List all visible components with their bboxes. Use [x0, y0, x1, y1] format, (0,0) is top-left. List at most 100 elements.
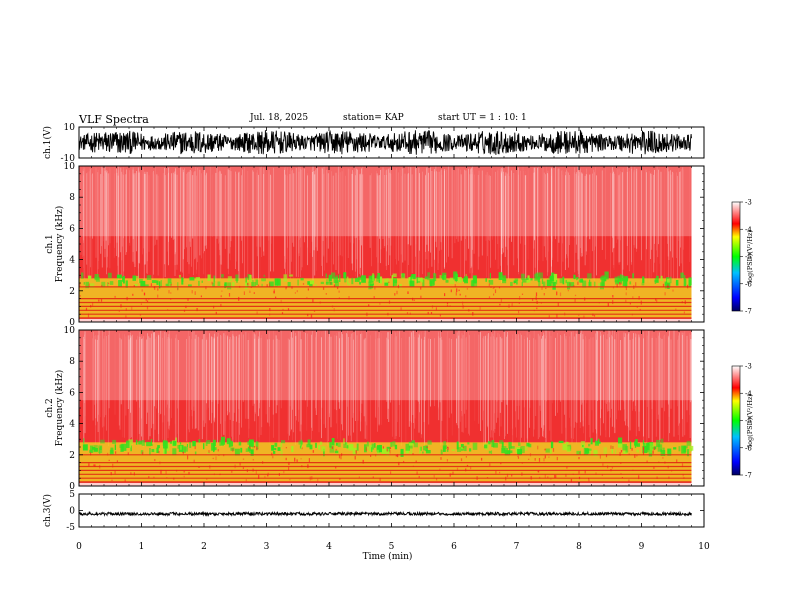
ch2-spectrogram-green-blob [335, 442, 338, 446]
ch2-spectrogram-ytick-label: 6 [69, 388, 75, 398]
ch2-spectrogram-red-speck [296, 459, 298, 462]
ch2-spectrogram-green-blob [352, 447, 357, 456]
ch1-spectrogram-red-speck [273, 290, 275, 294]
ch1-spectrogram-green-blob [472, 275, 477, 284]
ch2-spectrogram-red-speck [142, 451, 144, 455]
ch1-spectrogram-green-blob [620, 274, 622, 282]
ch1-spectrogram-red-speck [535, 292, 538, 297]
ch2-spectrogram-red-speck [543, 458, 545, 462]
ch2-spectrogram-green-blob [508, 441, 512, 449]
ch1-spectrogram-red-speck [296, 290, 298, 293]
ch1-spectrogram-red-speck [619, 282, 621, 286]
ch2-spectrogram-red-speck [283, 471, 285, 474]
ch2-spectrogram-green-blob [206, 440, 211, 444]
ch2-spectrogram-green-blob [689, 445, 694, 451]
ch2-spectrogram-green-blob [385, 448, 390, 456]
ch1-spectrogram-green-blob [489, 279, 494, 285]
ch2-spectrogram-green-blob [280, 449, 283, 457]
ch2-spectrogram-green-blob [603, 447, 608, 455]
x-tick-label: 1 [139, 542, 145, 552]
ch1-spectrogram-red-speck [675, 308, 677, 310]
ch1-spectrogram-green-blob [548, 276, 552, 280]
ch2-spectrogram-red-speck [433, 474, 435, 478]
ch2-spectrogram-colorbar [731, 365, 741, 476]
ch1-spectrogram-red-speck [625, 299, 627, 303]
ch1-spectrogram-red-speck [266, 284, 268, 288]
ch1-spectrogram-green-blob [392, 273, 397, 278]
ch2-spectrogram-green-blob [121, 443, 127, 451]
ch1-spectrogram-green-blob [410, 275, 412, 284]
ch1-spectrogram-green-blob [101, 281, 106, 288]
ch1-spectrogram-green-blob [600, 276, 606, 280]
ch2-spectrogram-green-blob [250, 449, 254, 456]
ch2-spectrogram-green-blob [280, 443, 283, 448]
ch2-spectrogram-green-blob [329, 442, 332, 448]
ch2-spectrogram-green-blob [635, 439, 638, 447]
ch2-spectrogram-red-speck [317, 478, 319, 482]
ch2-spectrogram-red-speck [556, 456, 558, 461]
ch1-spectrogram-green-blob [515, 280, 518, 285]
ch1-spectrogram-green-blob [347, 276, 349, 285]
ch2-spectrogram-red-speck [294, 457, 296, 462]
ch1-spectrogram-red-speck [557, 302, 559, 307]
ch2-spectrogram-red-speck [537, 445, 539, 450]
ch2-spectrogram-green-blob [309, 444, 313, 450]
ch1-spectrogram-red-speck [98, 299, 100, 302]
ch2-spectrogram-red-speck [182, 451, 184, 453]
ch2-spectrogram-red-speck [398, 461, 400, 466]
ch2-spectrogram-green-blob [425, 445, 428, 452]
ch1-spectrogram-green-blob [348, 282, 350, 286]
ch1-spectrogram-red-speck [275, 296, 277, 299]
ch2-spectrogram-green-blob [90, 445, 94, 453]
ch2-spectrogram-green-blob [153, 448, 157, 453]
ch1-spectrogram-green-blob [526, 280, 529, 284]
ch2-spectrogram-red-speck [335, 448, 337, 451]
ch2-spectrogram-red-speck [460, 458, 463, 462]
ch1-spectrogram-green-blob [421, 277, 423, 283]
ch2-spectrogram-green-blob [306, 444, 311, 448]
ch2-spectrogram-red-speck [538, 470, 540, 473]
ch2-spectrogram-green-blob [629, 441, 632, 449]
ch2-spectrogram-red-speck [565, 473, 567, 477]
ch2-spectrogram-red-speck [390, 471, 392, 475]
ch2-spectrogram-green-blob [337, 442, 341, 448]
ch3-waveform-ytick-label: 5 [69, 490, 75, 500]
ch1-spectrogram-red-speck [100, 299, 103, 302]
ch2-spectrogram-red-speck [301, 447, 303, 450]
ch2-spectrogram-red-speck [217, 449, 219, 452]
ch1-spectrogram-green-blob [551, 280, 557, 284]
ch2-spectrogram-red-speck [612, 446, 614, 449]
ch2-spectrogram-red-speck [94, 464, 96, 467]
ch2-spectrogram-green-blob [371, 443, 375, 450]
ch1-spectrogram-red-speck [532, 298, 534, 301]
ch2-spectrogram-red-speck [271, 452, 273, 456]
ch1-spectrogram-green-blob [401, 273, 405, 278]
ch1-spectrogram-ylabel-frequency: Frequency (kHz) [54, 206, 65, 283]
ch2-spectrogram-green-blob [129, 443, 132, 448]
ch1-spectrogram-upper-band [79, 166, 692, 237]
ch2-spectrogram-red-speck [611, 467, 613, 469]
ch1-spectrogram-red-speck [269, 308, 271, 312]
ch2-spectrogram-green-blob [150, 439, 153, 446]
ch1-spectrogram-green-blob [188, 284, 192, 287]
ch2-spectrogram-red-speck [636, 454, 638, 457]
ch1-spectrogram-red-speck [655, 298, 657, 301]
ch2-spectrogram-green-blob [614, 449, 617, 455]
ch1-spectrogram-green-blob [629, 281, 632, 285]
ch1-spectrogram-red-speck [578, 314, 580, 316]
ch2-spectrogram-red-speck [634, 454, 636, 458]
ch2-spectrogram-green-blob [501, 442, 504, 448]
ch1-spectrogram-green-blob [122, 275, 125, 284]
ch1-spectrogram-green-blob [521, 273, 525, 280]
ch2-spectrogram-green-blob [179, 445, 182, 450]
ch2-spectrogram-green-blob [504, 450, 510, 456]
ch2-spectrogram-green-blob [378, 444, 382, 453]
ch1-spectrogram-red-speck [612, 295, 614, 298]
ch2-spectrogram-green-blob [411, 440, 415, 444]
ch2-spectrogram-red-speck [124, 479, 126, 483]
ch2-spectrogram-green-blob [277, 447, 281, 451]
ch1-spectrogram-green-blob [542, 281, 546, 288]
ch2-spectrogram-red-speck [188, 471, 190, 475]
ch1-spectrogram-red-speck [170, 284, 172, 286]
ch2-spectrogram-green-blob [146, 441, 151, 447]
